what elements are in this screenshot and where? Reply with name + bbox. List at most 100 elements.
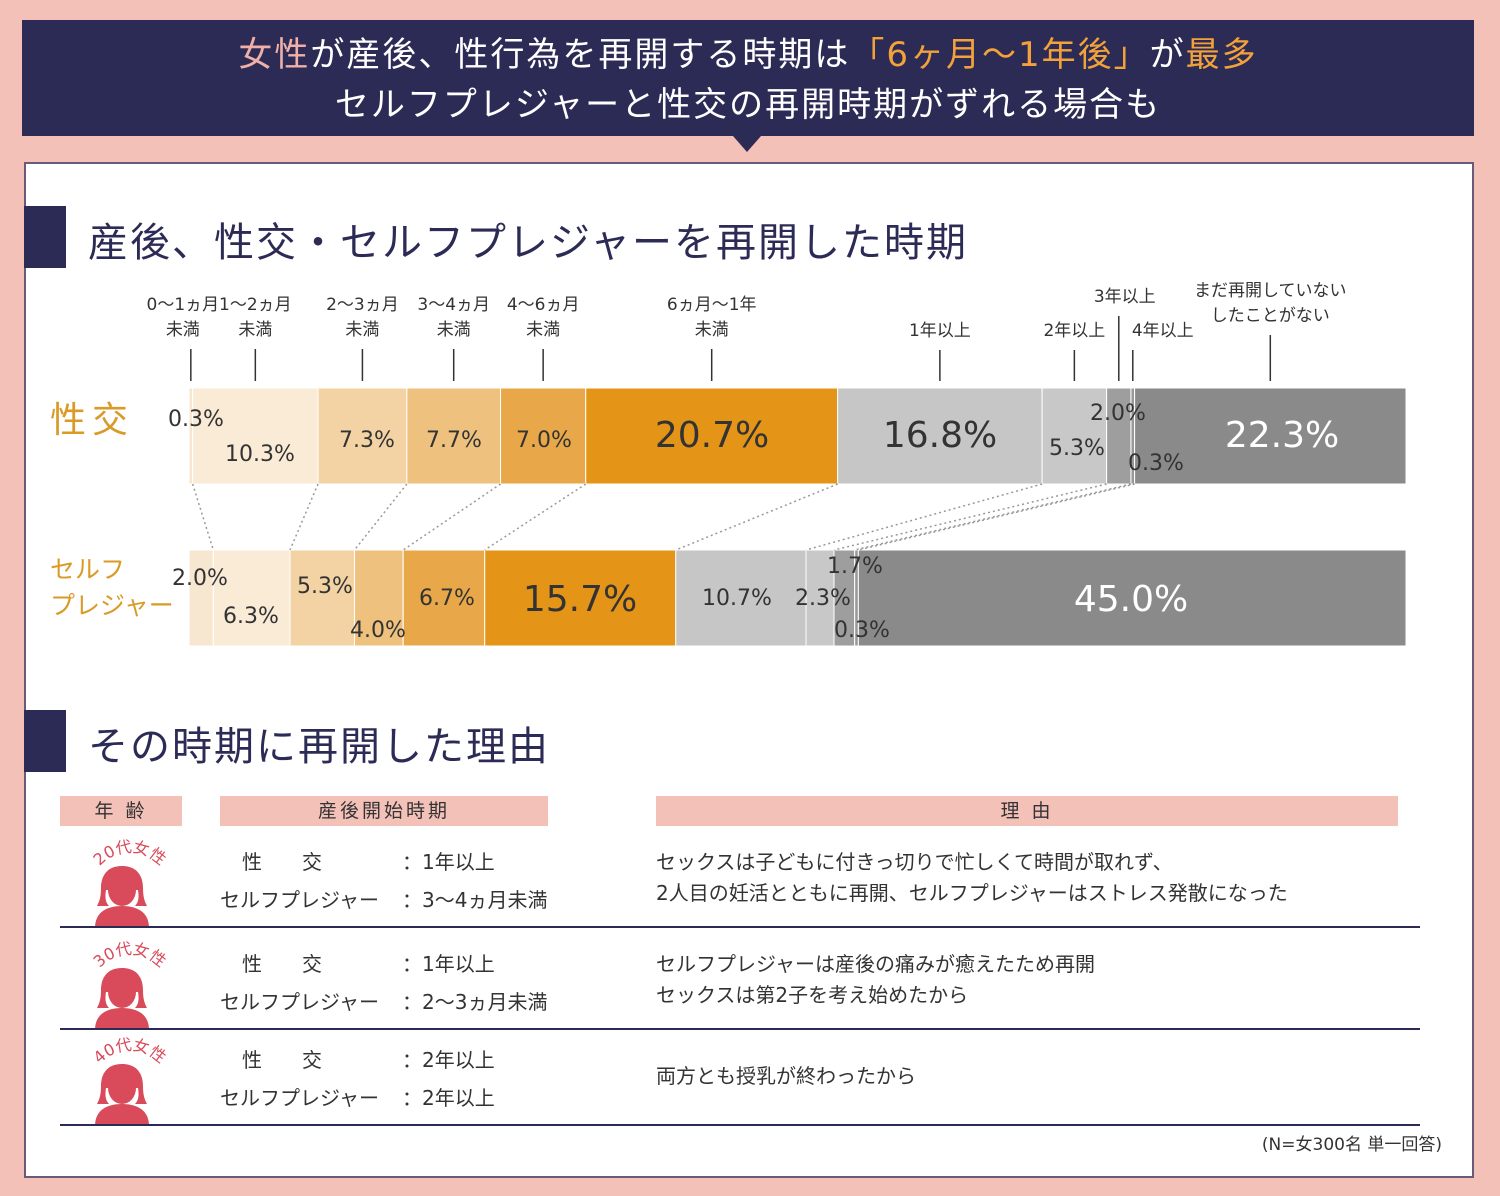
table-row: 20代女性 性 交 ：1年以上 セルフプレジャー ：3〜4ヵ月未満 セックスは子どもに付き…	[60, 832, 1420, 928]
banner-text: が産後、性行為を再開する時期は	[310, 35, 851, 75]
age-badge: 40代女性	[89, 1035, 170, 1067]
section-marker	[24, 710, 66, 772]
row-divider	[60, 1124, 1420, 1126]
data-label: 2.0%	[1090, 401, 1146, 426]
connector-line	[484, 483, 587, 551]
data-label: 22.3%	[1225, 415, 1339, 456]
data-label: 1.7%	[827, 554, 883, 579]
category-label: 3年以上	[1094, 287, 1156, 307]
reason-line-1: セルフプレジャーは産後の痛みが癒えたため再開	[656, 952, 1095, 976]
connector-line	[191, 483, 215, 551]
data-label: 6.7%	[419, 586, 475, 611]
reason-line-1: 両方とも授乳が終わったから	[656, 1064, 916, 1088]
woman-icon	[95, 1064, 149, 1126]
content-panel	[24, 162, 1474, 1178]
table-row: 30代女性 性 交 ：1年以上 セルフプレジャー ：2〜3ヵ月未満 セルフプレジャーは産後…	[60, 934, 1420, 1030]
category-label: 未満	[437, 320, 471, 340]
data-label: 2.3%	[795, 586, 851, 611]
banner-text: が	[1149, 35, 1186, 75]
label-self: セルフプレジャー	[220, 990, 379, 1014]
reason-line-2: セックスは第2子を考え始めたから	[656, 983, 969, 1007]
category-label: 未満	[166, 320, 200, 340]
bar-segment	[188, 387, 194, 485]
label-sex: 性 交	[242, 952, 322, 976]
bar-segment	[188, 549, 214, 647]
data-label: 0.3%	[1128, 451, 1184, 476]
category-label: 未満	[695, 320, 729, 340]
table-header-reason: 理 由	[656, 796, 1398, 826]
category-label: 6ヵ月〜1年	[667, 295, 757, 315]
data-label: 0.3%	[834, 618, 890, 643]
data-label: 10.3%	[225, 442, 295, 467]
data-label: 10.7%	[702, 586, 772, 611]
data-label: 2.0%	[172, 566, 228, 591]
row-divider	[60, 1028, 1420, 1030]
connector-line	[833, 483, 1107, 551]
connector-line	[675, 483, 838, 551]
bar-segment	[857, 549, 1407, 647]
table-header-timing: 産後開始時期	[220, 796, 548, 826]
data-label: 5.3%	[297, 574, 353, 599]
reason-line-1: セックスは子どもに付きっ切りで忙しくて時間が取れず、	[656, 850, 1173, 874]
avatar	[87, 862, 157, 932]
label-sex: 性 交	[242, 850, 322, 874]
section-marker	[24, 206, 66, 268]
banner-highlight-women: 女性	[238, 35, 311, 75]
category-label: 4〜6ヵ月	[507, 295, 580, 315]
bar-segment	[837, 387, 1043, 485]
data-label: 20.7%	[655, 415, 769, 456]
value-sex: ：1年以上	[402, 850, 495, 874]
category-label: したことがない	[1211, 306, 1330, 326]
value-self: ：3〜4ヵ月未満	[402, 888, 548, 912]
category-label: 未満	[238, 320, 272, 340]
bar-segment	[1106, 387, 1132, 485]
connector-line	[854, 483, 1132, 551]
title-banner: 女性が産後、性行為を再開する時期は「6ヶ月〜1年後」が最多 セルフプレジャーと性…	[22, 20, 1474, 136]
label-self: セルフプレジャー	[220, 1086, 379, 1110]
banner-line-1: 女性が産後、性行為を再開する時期は「6ヶ月〜1年後」が最多	[22, 30, 1474, 80]
value-sex: ：1年以上	[402, 952, 495, 976]
category-label: 2年以上	[1043, 321, 1105, 341]
category-label: まだ再開していない	[1194, 281, 1347, 301]
data-label: 45.0%	[1074, 579, 1188, 620]
section-title: 産後、性交・セルフプレジャーを再開した時期	[88, 220, 968, 266]
connector-line	[402, 483, 501, 551]
category-label: 2〜3ヵ月	[326, 295, 399, 315]
age-badge: 30代女性	[89, 939, 170, 971]
value-self: ：2年以上	[402, 1086, 495, 1110]
connector-line	[289, 483, 319, 551]
data-label: 4.0%	[350, 618, 406, 643]
table-header-age: 年 齢	[60, 796, 182, 826]
category-label: 未満	[526, 320, 560, 340]
label-self: セルフプレジャー	[220, 888, 379, 912]
data-label: 7.7%	[426, 428, 482, 453]
footnote: (N=女300名 単一回答)	[1261, 1135, 1442, 1155]
bar-segment	[585, 387, 839, 485]
data-label: 6.3%	[223, 604, 279, 629]
bar-segment	[805, 549, 835, 647]
category-label: 1〜2ヵ月	[219, 295, 292, 315]
woman-icon	[95, 866, 149, 928]
reason-line-2: 2人目の妊活とともに再開、セルフプレジャーはストレス発散になった	[656, 881, 1288, 905]
category-label: 0〜1ヵ月	[147, 295, 220, 315]
category-label: 未満	[345, 320, 379, 340]
category-label: 1年以上	[909, 321, 971, 341]
banner-highlight-period: 「6ヶ月〜1年後」	[850, 35, 1150, 75]
bar-segment	[192, 387, 319, 485]
bar-segment	[1134, 387, 1407, 485]
category-label: 3〜4ヵ月	[417, 295, 490, 315]
value-sex: ：2年以上	[402, 1048, 495, 1072]
bar-segment	[675, 549, 807, 647]
bar-segment	[500, 387, 587, 485]
value-self: ：2〜3ヵ月未満	[402, 990, 548, 1014]
series-label: 性交	[50, 400, 134, 441]
label-sex: 性 交	[242, 1048, 322, 1072]
category-label: 4年以上	[1132, 321, 1194, 341]
connector-line	[858, 483, 1135, 551]
data-label: 15.7%	[523, 579, 637, 620]
banner-pointer	[733, 136, 761, 152]
bar-segment	[212, 549, 291, 647]
data-label: 7.0%	[516, 428, 572, 453]
bar-segment	[402, 549, 486, 647]
